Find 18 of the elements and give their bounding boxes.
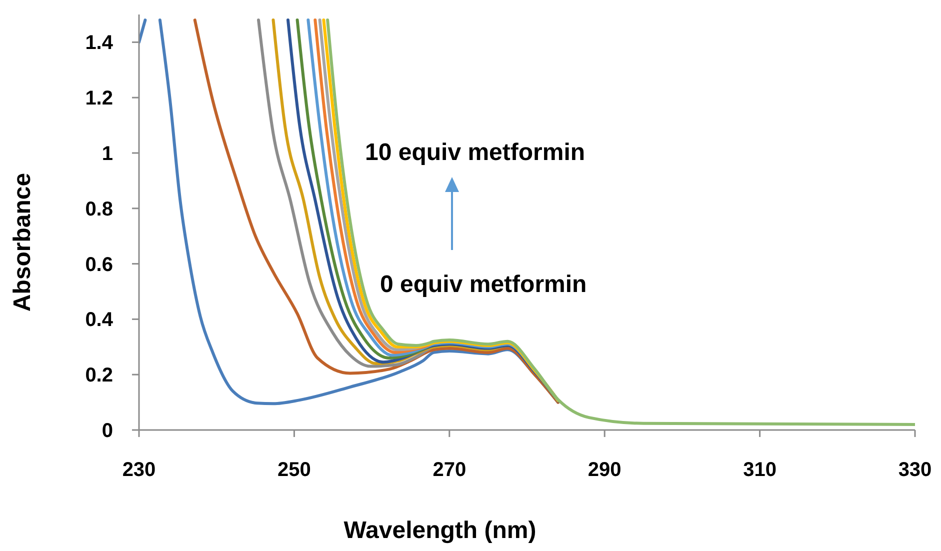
y-tick-label: 1 bbox=[102, 143, 113, 165]
y-tick-label: 0.8 bbox=[85, 198, 113, 220]
x-tick-label: 250 bbox=[278, 459, 311, 481]
annotation: 0 equiv metformin bbox=[380, 271, 587, 298]
x-tick-label: 270 bbox=[432, 459, 466, 481]
annotation: 10 equiv metformin bbox=[365, 139, 586, 166]
y-tick-label: 1.2 bbox=[85, 88, 113, 110]
x-tick-label: 230 bbox=[122, 459, 156, 481]
x-tick-label: 290 bbox=[588, 459, 622, 481]
x-axis-title: Wavelength (nm) bbox=[344, 517, 536, 544]
y-tick-label: 0.2 bbox=[85, 364, 113, 387]
x-tick-label: 310 bbox=[743, 459, 776, 481]
y-tick-label: 0.4 bbox=[85, 309, 114, 332]
y-tick-label: 0.6 bbox=[85, 254, 113, 276]
y-tick-label: 1.4 bbox=[85, 32, 114, 54]
x-tick-label: 330 bbox=[898, 459, 932, 481]
y-tick-label: 0 bbox=[102, 420, 113, 442]
y-axis-title: Absorbance bbox=[9, 172, 36, 312]
